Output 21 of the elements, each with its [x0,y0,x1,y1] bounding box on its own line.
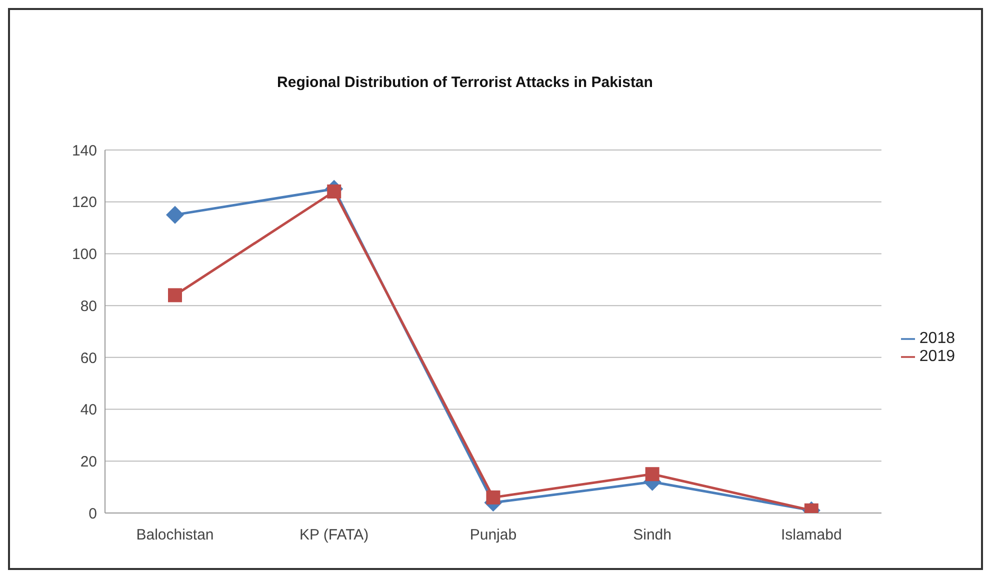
y-tick-label: 120 [72,194,97,212]
y-tick-label: 20 [80,453,97,470]
point [486,490,500,504]
y-tick-label: 40 [80,402,97,419]
x-tick-label: Islamabd [780,526,842,544]
point [327,184,342,198]
point [645,467,660,482]
point [168,288,182,302]
legend-label: 2019 [919,348,955,365]
y-tick-label: 80 [80,298,97,315]
x-tick-label: Balochistan [136,526,214,544]
x-tick-label: Punjab [470,526,517,544]
point [166,206,184,224]
y-tick-label: 0 [88,505,97,522]
y-tick-label: 60 [80,350,97,367]
y-tick-label: 140 [72,142,97,160]
legend-label: 2018 [919,330,955,347]
x-tick-label: Sindh [633,526,672,544]
chart-title: Regional Distribution of Terrorist Attacks in Pakistan [276,74,654,91]
y-tick-label: 100 [72,246,97,264]
x-tick-label: KP (FATA) [300,526,369,544]
